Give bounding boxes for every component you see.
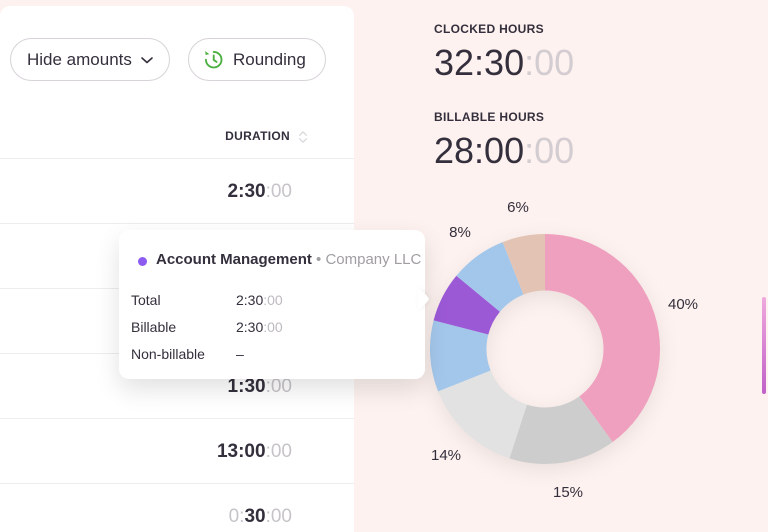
svg-text:14%: 14%	[431, 447, 461, 464]
svg-text:15%: 15%	[553, 484, 583, 499]
svg-text:40%: 40%	[668, 296, 698, 313]
svg-text:6%: 6%	[507, 199, 529, 216]
svg-text:8%: 8%	[449, 224, 471, 241]
